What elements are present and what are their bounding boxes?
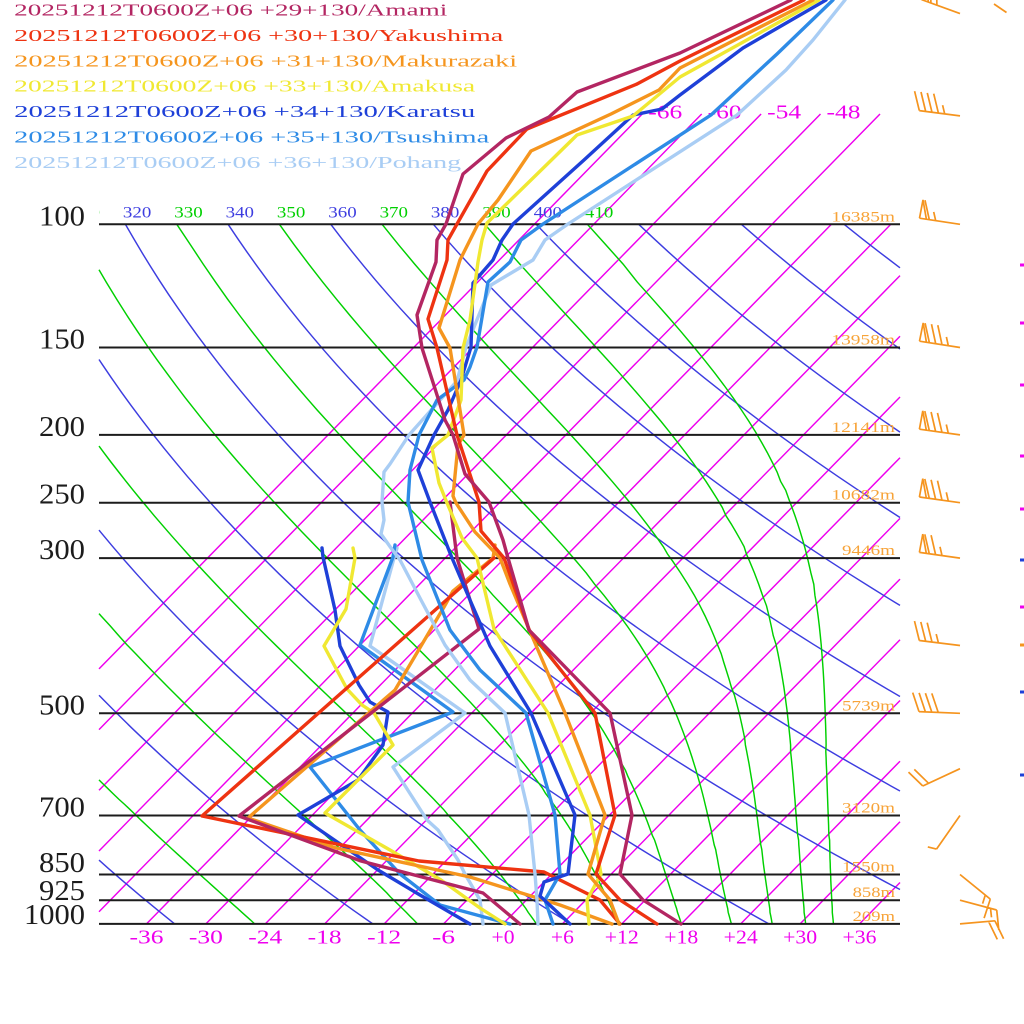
svg-text:330: 330 xyxy=(174,205,202,222)
svg-text:370: 370 xyxy=(380,205,408,222)
svg-text:+18: +18 xyxy=(664,927,698,949)
svg-text:1000: 1000 xyxy=(24,900,85,931)
svg-text:350: 350 xyxy=(277,205,305,222)
svg-text:410: 410 xyxy=(585,205,613,222)
svg-text:20251212T0600Z+06 +33+130/Amak: 20251212T0600Z+06 +33+130/Amakusa xyxy=(14,77,476,96)
svg-text:-18: -18 xyxy=(308,927,342,949)
svg-text:300: 300 xyxy=(39,535,85,566)
svg-text:-24: -24 xyxy=(248,927,282,949)
svg-text:3120m: 3120m xyxy=(842,801,895,817)
svg-text:5739m: 5739m xyxy=(842,698,895,714)
svg-text:100: 100 xyxy=(39,201,85,232)
svg-text:-48: -48 xyxy=(827,101,861,123)
svg-text:850: 850 xyxy=(39,848,85,879)
svg-text:20251212T0600Z+06 +31+130/Maku: 20251212T0600Z+06 +31+130/Makurazaki xyxy=(14,51,517,70)
svg-text:209m: 209m xyxy=(853,909,896,925)
svg-text:-6: -6 xyxy=(432,927,455,949)
svg-text:-36: -36 xyxy=(130,927,164,949)
svg-text:380: 380 xyxy=(431,205,459,222)
svg-text:20251212T0600Z+06 +36+130/Poha: 20251212T0600Z+06 +36+130/Pohang xyxy=(14,153,462,172)
svg-text:320: 320 xyxy=(123,205,151,222)
svg-text:+24: +24 xyxy=(724,927,758,949)
svg-text:+36: +36 xyxy=(843,927,877,949)
svg-text:150: 150 xyxy=(39,325,85,356)
svg-text:-66: -66 xyxy=(648,101,682,123)
svg-text:20251212T0600Z+06 +29+130/Amam: 20251212T0600Z+06 +29+130/Amami xyxy=(14,1,448,20)
svg-text:500: 500 xyxy=(39,690,85,721)
svg-text:700: 700 xyxy=(39,793,85,824)
svg-text:925: 925 xyxy=(39,876,85,907)
svg-text:13958m: 13958m xyxy=(831,333,895,349)
svg-text:340: 340 xyxy=(226,205,254,222)
svg-text:20251212T0600Z+06 +30+130/Yaku: 20251212T0600Z+06 +30+130/Yakushima xyxy=(14,26,504,45)
svg-text:360: 360 xyxy=(328,205,356,222)
svg-text:-30: -30 xyxy=(189,927,223,949)
svg-text:10682m: 10682m xyxy=(831,488,895,504)
svg-text:12141m: 12141m xyxy=(831,420,895,436)
svg-text:858m: 858m xyxy=(853,885,896,901)
svg-text:16385m: 16385m xyxy=(831,209,895,225)
svg-text:+6: +6 xyxy=(551,927,574,949)
svg-text:20251212T0600Z+06 +34+130/Kara: 20251212T0600Z+06 +34+130/Karatsu xyxy=(14,102,476,121)
svg-text:9446m: 9446m xyxy=(842,543,895,559)
svg-text:-12: -12 xyxy=(367,927,401,949)
svg-text:310: 310 xyxy=(72,205,100,222)
svg-text:+12: +12 xyxy=(605,927,639,949)
svg-text:1550m: 1550m xyxy=(842,860,895,876)
svg-text:-54: -54 xyxy=(767,101,801,123)
svg-text:+0: +0 xyxy=(492,927,515,949)
svg-text:+30: +30 xyxy=(783,927,817,949)
svg-text:250: 250 xyxy=(39,480,85,511)
svg-text:20251212T0600Z+06 +35+130/Tsus: 20251212T0600Z+06 +35+130/Tsushima xyxy=(14,128,490,147)
svg-text:200: 200 xyxy=(39,412,85,443)
